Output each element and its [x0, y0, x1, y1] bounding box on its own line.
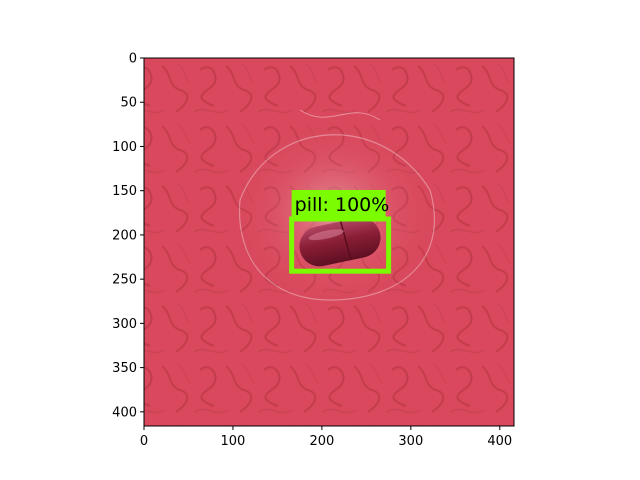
x-axis: 0 100 200 300 400	[140, 426, 512, 449]
detection-label: pill: 100%	[295, 194, 390, 216]
y-tick-label: 100	[112, 140, 137, 155]
detection-overlay: pill: 100%	[289, 190, 392, 274]
y-tick-label: 250	[112, 273, 137, 288]
detection-label-background	[291, 190, 386, 219]
y-tick-label: 400	[112, 405, 137, 420]
x-tick-label: 200	[309, 434, 334, 449]
y-tick-label: 150	[112, 184, 137, 199]
y-tick-label: 300	[112, 317, 137, 332]
x-tick-label: 0	[140, 434, 148, 449]
y-axis: 0 50 100 150 200 250 300 350 400	[112, 52, 144, 420]
photo	[144, 58, 514, 426]
detection-box	[289, 216, 392, 274]
axes-frame	[143, 57, 515, 427]
x-tick-label: 300	[398, 434, 423, 449]
x-tick-label: 100	[221, 434, 246, 449]
y-tick-label: 50	[120, 96, 137, 111]
y-tick-label: 350	[112, 361, 137, 376]
pill-capsule	[299, 217, 381, 267]
y-tick-label: 0	[129, 52, 137, 67]
y-tick-label: 200	[112, 228, 137, 243]
x-tick-label: 400	[487, 434, 512, 449]
